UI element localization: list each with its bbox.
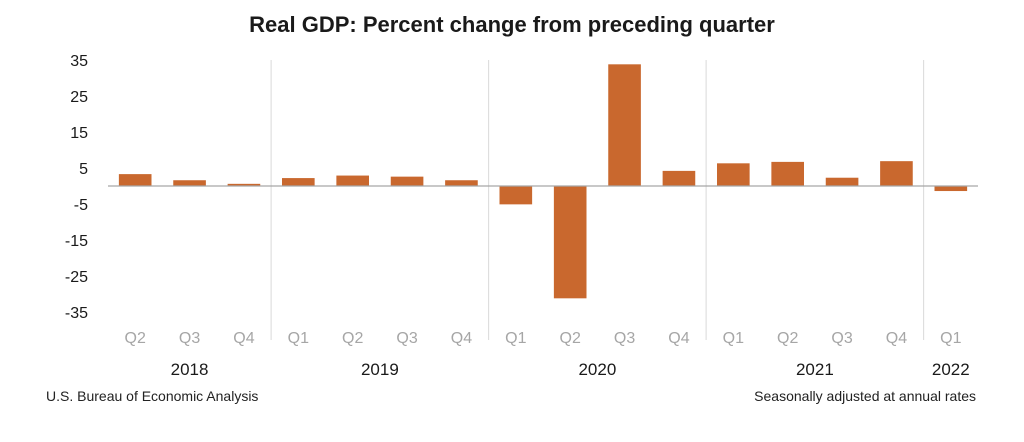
bar bbox=[934, 186, 968, 192]
bar bbox=[390, 176, 424, 186]
x-tick-label: Q3 bbox=[831, 330, 852, 347]
year-labels: 2018 2019 2020 2021 2022 bbox=[171, 360, 970, 379]
bar bbox=[608, 64, 641, 186]
x-tick-label: Q3 bbox=[396, 330, 417, 347]
y-axis: 35 25 15 5 -5 -15 -25 -35 bbox=[65, 53, 88, 322]
seasonal-note: Seasonally adjusted at annual rates bbox=[754, 388, 976, 404]
y-tick-label: 15 bbox=[70, 125, 88, 142]
bar bbox=[825, 177, 859, 186]
year-label: 2021 bbox=[796, 360, 834, 379]
bar bbox=[227, 183, 261, 186]
year-label: 2022 bbox=[932, 360, 970, 379]
x-tick-label: Q2 bbox=[342, 330, 363, 347]
y-tick-label: 5 bbox=[79, 161, 88, 178]
y-tick-label: -35 bbox=[65, 305, 88, 322]
year-separators bbox=[270, 60, 925, 340]
x-tick-label: Q2 bbox=[560, 330, 581, 347]
bar bbox=[445, 180, 478, 186]
x-tick-label: Q3 bbox=[614, 330, 635, 347]
x-tick-label: Q4 bbox=[886, 330, 907, 347]
x-tick-label: Q2 bbox=[777, 330, 798, 347]
bar bbox=[282, 178, 315, 186]
bar bbox=[771, 161, 804, 186]
y-tick-label: -15 bbox=[65, 233, 88, 250]
x-tick-label: Q1 bbox=[940, 330, 961, 347]
x-tick-label: Q4 bbox=[233, 330, 254, 347]
source-note: U.S. Bureau of Economic Analysis bbox=[46, 388, 259, 404]
bar bbox=[336, 175, 369, 186]
x-tick-label: Q1 bbox=[505, 330, 526, 347]
bar bbox=[118, 174, 152, 186]
bar bbox=[173, 180, 206, 186]
x-tick-label: Q3 bbox=[179, 330, 200, 347]
bar bbox=[717, 163, 750, 186]
y-tick-label: 35 bbox=[70, 53, 88, 70]
x-tick-label: Q1 bbox=[723, 330, 744, 347]
x-axis: Q2 Q3 Q4 Q1 Q2 Q3 Q4 Q1 Q2 Q3 Q4 Q1 Q2 Q3 Q4 Q1 bbox=[125, 330, 962, 347]
x-tick-label: Q1 bbox=[288, 330, 309, 347]
year-label: 2020 bbox=[578, 360, 616, 379]
bar bbox=[662, 170, 696, 186]
year-label: 2019 bbox=[361, 360, 399, 379]
bar bbox=[880, 161, 913, 186]
y-tick-label: -5 bbox=[74, 197, 88, 214]
bar bbox=[499, 186, 533, 205]
bar bbox=[553, 186, 587, 299]
y-tick-label: -25 bbox=[65, 269, 88, 286]
x-tick-label: Q4 bbox=[668, 330, 689, 347]
year-label: 2018 bbox=[171, 360, 209, 379]
y-tick-label: 25 bbox=[70, 89, 88, 106]
x-tick-label: Q4 bbox=[451, 330, 472, 347]
bars bbox=[118, 64, 968, 299]
chart-title: Real GDP: Percent change from preceding … bbox=[249, 12, 775, 37]
x-tick-label: Q2 bbox=[125, 330, 146, 347]
